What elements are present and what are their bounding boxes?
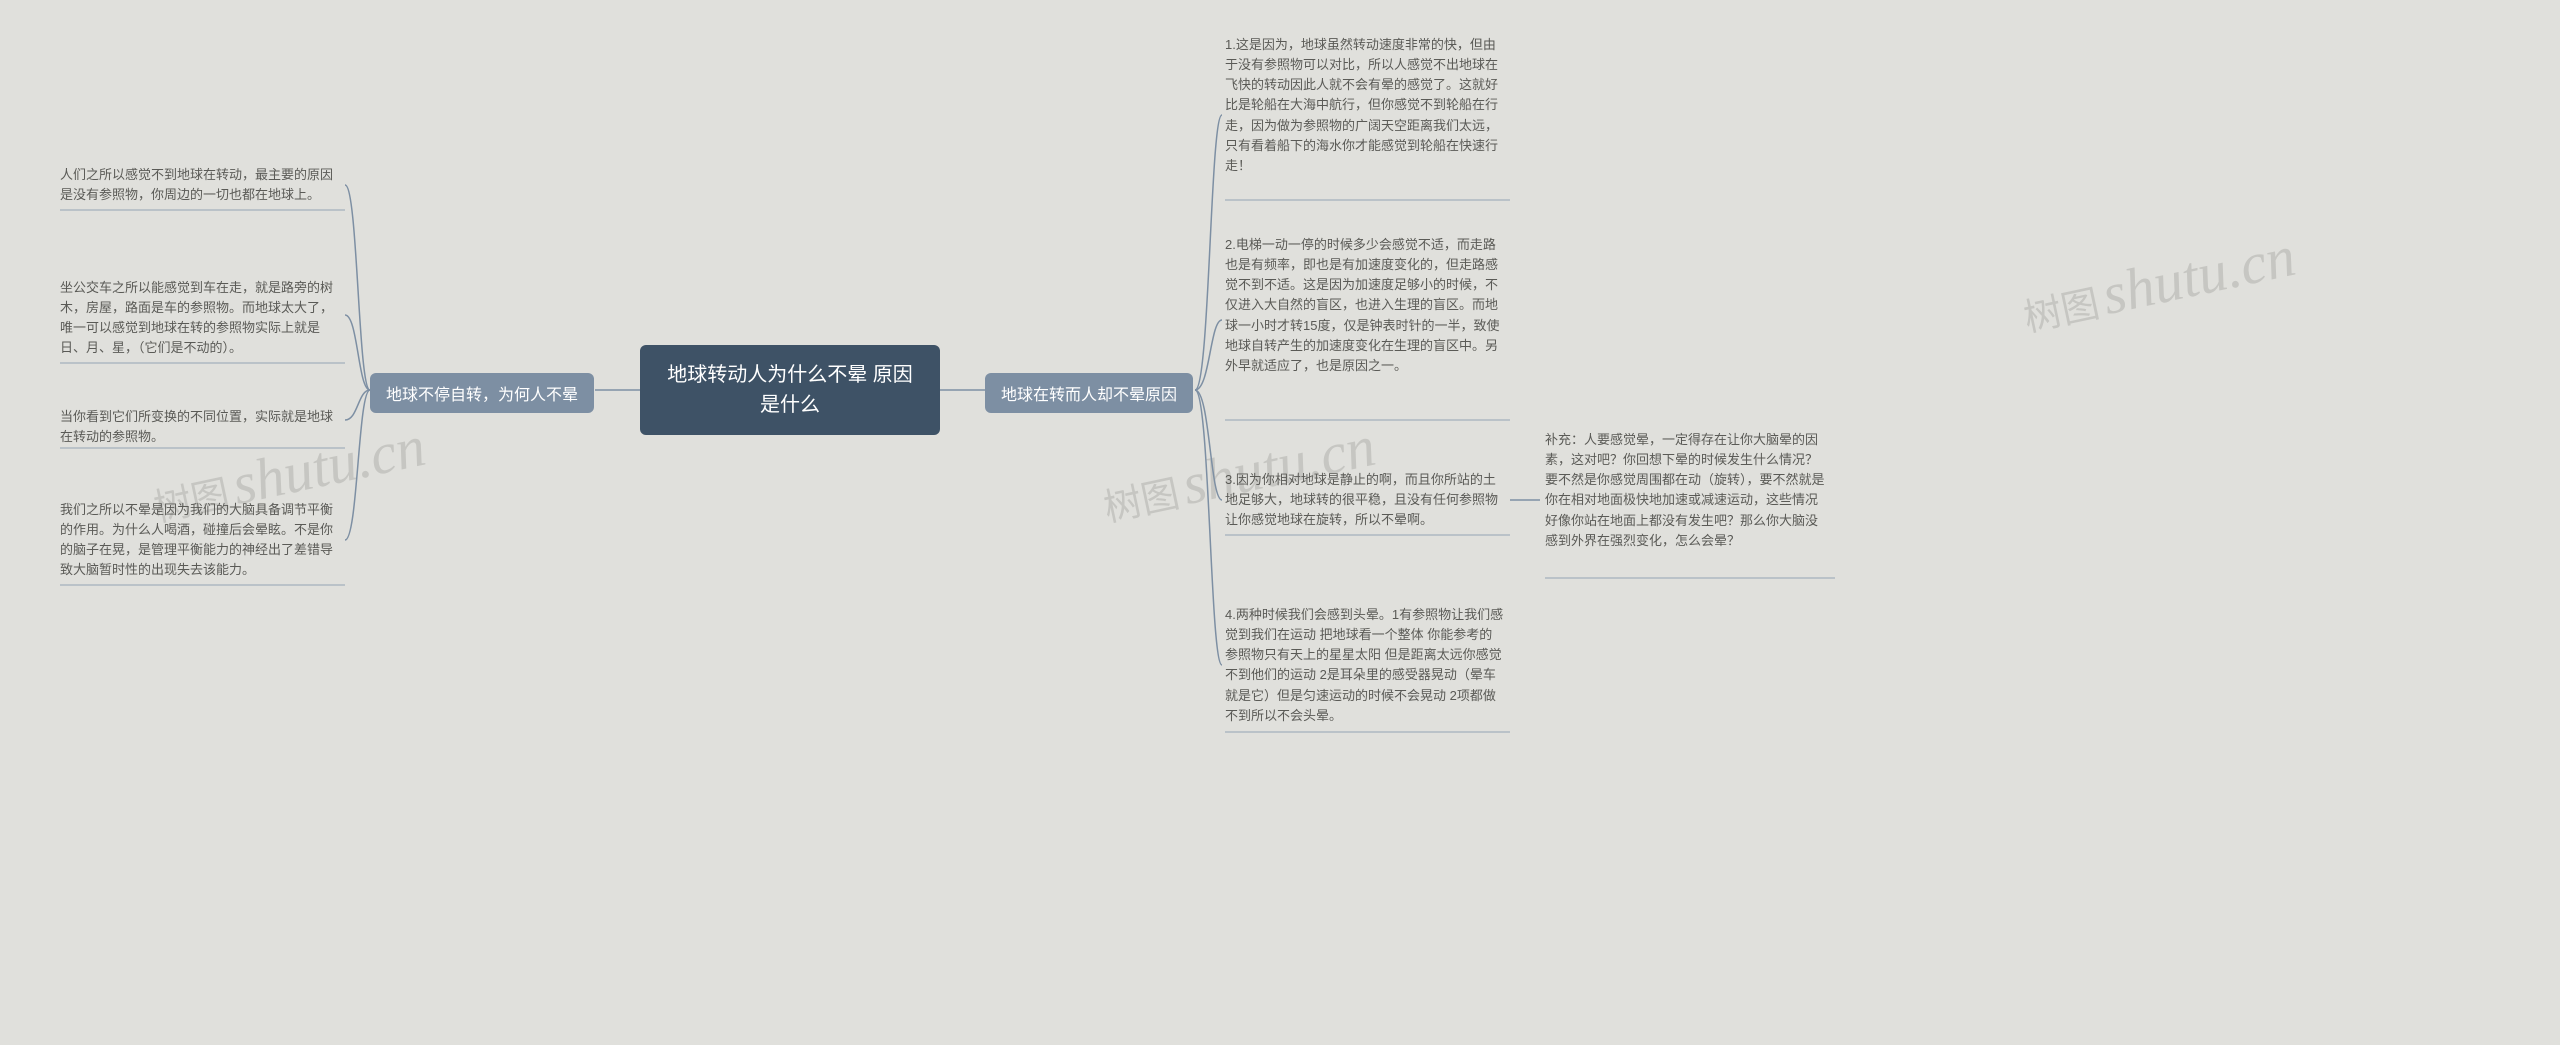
watermark-en: shutu.cn [2096, 223, 2300, 327]
leaf-text: 坐公交车之所以能感觉到车在走，就是路旁的树木，房屋，路面是车的参照物。而地球太大… [60, 280, 333, 355]
right-leaf: 2.电梯一动一停的时候多少会感觉不适，而走路也是有频率，即也是有加速度变化的，但… [1225, 235, 1505, 376]
central-topic: 地球转动人为什么不晕 原因是什么 [640, 345, 940, 435]
leaf-text: 补充：人要感觉晕，一定得存在让你大脑晕的因素，这对吧？你回想下晕的时候发生什么情… [1545, 432, 1825, 548]
sub-leaf: 补充：人要感觉晕，一定得存在让你大脑晕的因素，这对吧？你回想下晕的时候发生什么情… [1545, 430, 1830, 551]
right-leaf: 3.因为你相对地球是静止的啊，而且你所站的土地足够大，地球转的很平稳，且没有任何… [1225, 470, 1505, 530]
leaf-text: 人们之所以感觉不到地球在转动，最主要的原因是没有参照物，你周边的一切也都在地球上… [60, 167, 333, 202]
watermark: 树图shutu.cn [2016, 222, 2301, 345]
left-branch-label: 地球不停自转，为何人不晕 [386, 381, 578, 405]
leaf-text: 3.因为你相对地球是静止的啊，而且你所站的土地足够大，地球转的很平稳，且没有任何… [1225, 472, 1498, 527]
central-topic-text: 地球转动人为什么不晕 原因是什么 [658, 360, 922, 420]
left-leaf: 我们之所以不晕是因为我们的大脑具备调节平衡的作用。为什么人喝酒，碰撞后会晕眩。不… [60, 500, 340, 581]
leaf-text: 我们之所以不晕是因为我们的大脑具备调节平衡的作用。为什么人喝酒，碰撞后会晕眩。不… [60, 502, 333, 577]
left-leaf: 当你看到它们所变换的不同位置，实际就是地球在转动的参照物。 [60, 407, 340, 447]
right-branch-label: 地球在转而人却不晕原因 [1001, 381, 1177, 405]
right-branch: 地球在转而人却不晕原因 [985, 373, 1193, 413]
leaf-text: 当你看到它们所变换的不同位置，实际就是地球在转动的参照物。 [60, 409, 333, 444]
leaf-text: 2.电梯一动一停的时候多少会感觉不适，而走路也是有频率，即也是有加速度变化的，但… [1225, 237, 1499, 373]
leaf-text: 4.两种时候我们会感到头晕。1有参照物让我们感觉到我们在运动 把地球看一个整体 … [1225, 607, 1503, 723]
left-leaf: 坐公交车之所以能感觉到车在走，就是路旁的树木，房屋，路面是车的参照物。而地球太大… [60, 278, 340, 359]
leaf-text: 1.这是因为，地球虽然转动速度非常的快，但由于没有参照物可以对比，所以人感觉不出… [1225, 37, 1498, 173]
right-leaf: 1.这是因为，地球虽然转动速度非常的快，但由于没有参照物可以对比，所以人感觉不出… [1225, 35, 1505, 176]
left-branch: 地球不停自转，为何人不晕 [370, 373, 594, 413]
left-leaf: 人们之所以感觉不到地球在转动，最主要的原因是没有参照物，你周边的一切也都在地球上… [60, 165, 340, 205]
watermark-cn: 树图 [1100, 473, 1183, 530]
watermark-cn: 树图 [2020, 283, 2103, 340]
right-leaf: 4.两种时候我们会感到头晕。1有参照物让我们感觉到我们在运动 把地球看一个整体 … [1225, 605, 1505, 726]
